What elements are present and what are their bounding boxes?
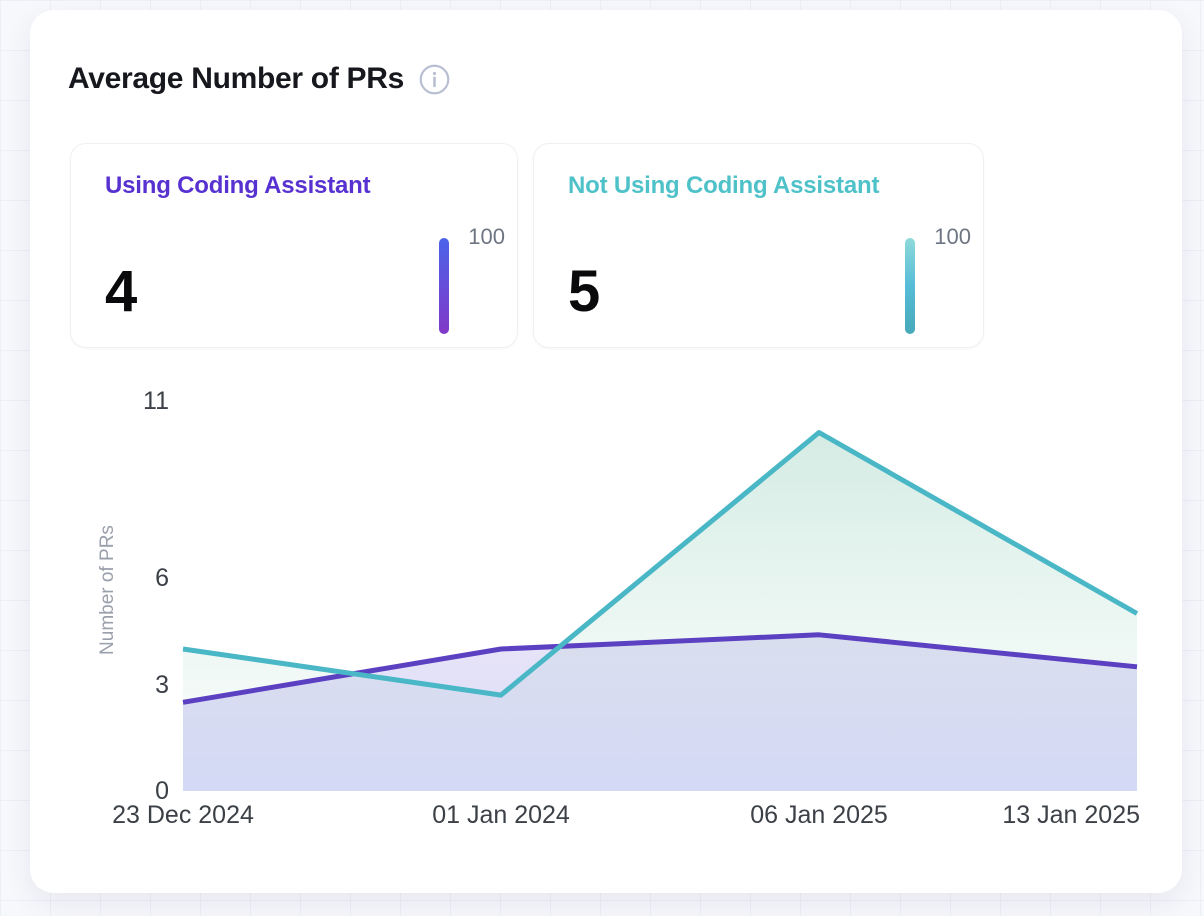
stat-card-value: 5 <box>568 259 601 324</box>
area-using-assistant <box>183 634 1137 791</box>
stat-card-label: Using Coding Assistant <box>105 172 371 199</box>
info-icon[interactable] <box>418 63 451 96</box>
scale-max-label: 100 <box>468 224 505 249</box>
stat-card-using-assistant: Using Coding Assistant 4 100 <box>70 143 518 348</box>
stat-card-value: 4 <box>105 259 138 324</box>
page-title: Average Number of PRs <box>68 62 405 95</box>
gradient-scale-bar <box>439 238 449 334</box>
x-axis-tick: 13 Jan 2025 <box>1002 801 1140 829</box>
y-axis-tick: 11 <box>143 386 169 415</box>
pr-trend-chart[interactable]: Number of PRs 0 3 6 11 23 Dec 2024 01 Jan 202… <box>97 387 1140 830</box>
stat-card-not-using-assistant: Not Using Coding Assistant 5 100 <box>533 143 984 348</box>
line-using-assistant[interactable] <box>182 632 1138 705</box>
y-axis-tick: 3 <box>155 670 169 699</box>
x-axis-tick: 01 Jan 2024 <box>432 801 570 829</box>
chart-plot[interactable] <box>182 398 1139 791</box>
line-not-using-assistant[interactable] <box>182 430 1139 698</box>
gradient-scale-bar <box>905 238 915 334</box>
stat-card-label: Not Using Coding Assistant <box>568 172 880 199</box>
chart-card: Average Number of PRs Using Coding Assis… <box>30 10 1182 893</box>
card-header: Average Number of PRs <box>68 62 451 96</box>
y-axis-tick: 0 <box>155 777 169 805</box>
scale-max-label: 100 <box>934 224 971 249</box>
x-axis-tick: 23 Dec 2024 <box>112 801 254 829</box>
y-axis-tick: 6 <box>155 564 169 592</box>
x-axis-tick: 06 Jan 2025 <box>750 801 888 829</box>
